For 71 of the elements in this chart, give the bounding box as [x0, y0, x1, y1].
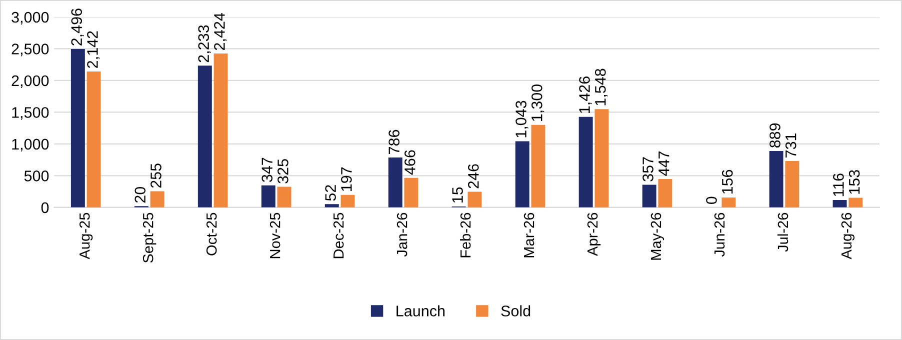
bar: [277, 186, 292, 208]
data-label: 153: [848, 170, 860, 194]
bar: [658, 179, 672, 208]
x-tick-label: Nov-25: [270, 212, 280, 258]
bar: [594, 109, 609, 208]
data-label: 255: [150, 164, 162, 188]
bar: [642, 184, 656, 208]
y-tick-label: 1,500: [12, 107, 49, 120]
y-tick-label: 500: [24, 170, 49, 182]
bar: [70, 48, 85, 208]
bar: [848, 198, 863, 208]
data-label: 197: [341, 167, 352, 191]
x-tick-label: Sept-25: [142, 212, 156, 263]
data-label: 1,426: [579, 76, 592, 113]
bar: [531, 124, 546, 208]
data-label: 1,548: [594, 68, 608, 106]
data-label: 20: [134, 186, 146, 203]
bar: [324, 204, 339, 208]
data-label: 15: [452, 187, 463, 203]
data-label: 2,496: [71, 8, 84, 46]
data-label: 357: [642, 157, 654, 182]
bar: [769, 150, 784, 208]
data-label: 1,043: [516, 100, 528, 138]
data-label: 466: [404, 150, 416, 175]
data-label: 786: [388, 130, 400, 154]
bar: [150, 191, 164, 208]
y-tick-label: 2,500: [12, 44, 49, 56]
data-label: 2,424: [214, 12, 227, 50]
data-label: 889: [770, 123, 780, 148]
data-label: 246: [468, 164, 479, 188]
data-label: 731: [785, 133, 796, 158]
y-tick-label: 1,000: [12, 138, 49, 152]
data-label: 2,142: [87, 31, 100, 68]
bar: [340, 194, 355, 208]
data-label: 0: [706, 196, 717, 204]
bar: [261, 185, 276, 208]
y-tick-label: 0: [41, 202, 49, 214]
data-label: 52: [325, 185, 336, 201]
data-label: 2,233: [198, 25, 211, 62]
legend-label: Launch: [396, 305, 445, 316]
bar: [404, 178, 418, 208]
bar: [832, 200, 847, 208]
data-label: 325: [278, 159, 288, 184]
bar: [198, 66, 212, 208]
bar: [86, 71, 101, 208]
legend-label: Sold: [501, 305, 530, 316]
x-tick-label: Aug-25: [79, 212, 93, 260]
data-label: 347: [262, 158, 272, 182]
bar: [785, 161, 800, 208]
bar: [214, 54, 228, 208]
bar: [468, 192, 482, 208]
x-tick-label: Aug-26: [841, 212, 855, 260]
x-tick-label: Mar-26: [524, 212, 534, 258]
x-tick-label: Jul-26: [777, 212, 788, 252]
x-tick-label: Jan-26: [396, 212, 408, 257]
x-tick-label: Feb-26: [460, 212, 471, 258]
y-tick-label: 2,000: [12, 75, 49, 88]
x-tick-label: Apr-26: [587, 212, 601, 256]
x-tick-label: Jun-26: [714, 212, 725, 257]
data-label: 116: [833, 174, 844, 196]
data-label: 447: [658, 152, 670, 176]
bar: [722, 198, 736, 208]
x-tick-label: May-26: [650, 212, 664, 260]
bar: [578, 116, 593, 208]
bar: [515, 141, 530, 208]
data-label: 156: [722, 170, 733, 194]
bar: [388, 158, 402, 208]
x-tick-label: Oct-25: [206, 212, 217, 256]
data-label: 1,300: [531, 84, 544, 121]
x-tick-label: Dec-25: [333, 212, 344, 258]
y-tick-label: 3,000: [12, 12, 49, 24]
